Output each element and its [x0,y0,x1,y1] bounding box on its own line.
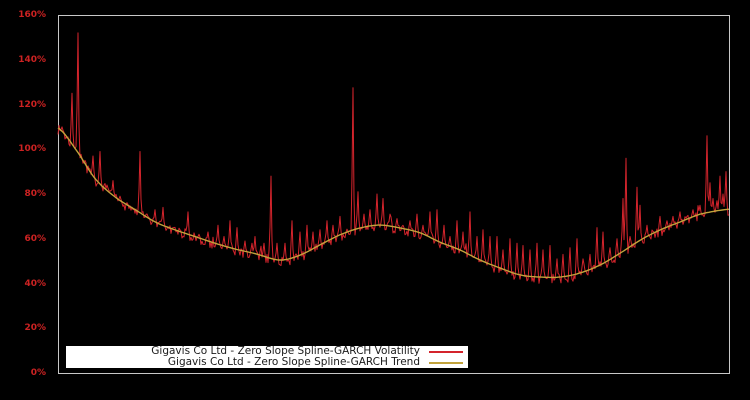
y-axis-tick-label: 60% [24,233,46,244]
legend-swatch-trend-line [429,361,463,364]
plot-frame [58,15,730,374]
y-axis-tick-label: 40% [24,278,46,289]
y-axis-tick-label: 120% [18,99,46,110]
y-axis-tick-label: 80% [24,189,46,199]
legend-item-volatility: Gigavis Co Ltd - Zero Slope Spline-GARCH… [66,346,468,357]
legend-label-volatility: Gigavis Co Ltd - Zero Slope Spline-GARCH… [151,345,420,357]
legend-label-trend: Gigavis Co Ltd - Zero Slope Spline-GARCH… [167,356,420,368]
y-axis-tick-label: 100% [18,144,46,155]
volatility-line [57,32,730,284]
legend: Gigavis Co Ltd - Zero Slope Spline-GARCH… [66,346,468,368]
legend-item-trend: Gigavis Co Ltd - Zero Slope Spline-GARCH… [66,357,468,368]
y-axis-tick-label: 160% [18,10,46,20]
y-axis-tick-label: 20% [24,323,46,334]
legend-swatch-volatility-line [429,350,463,353]
trend-line [57,127,730,279]
y-axis-tick-label: 0% [30,368,46,378]
y-axis-tick-label: 140% [18,54,46,65]
